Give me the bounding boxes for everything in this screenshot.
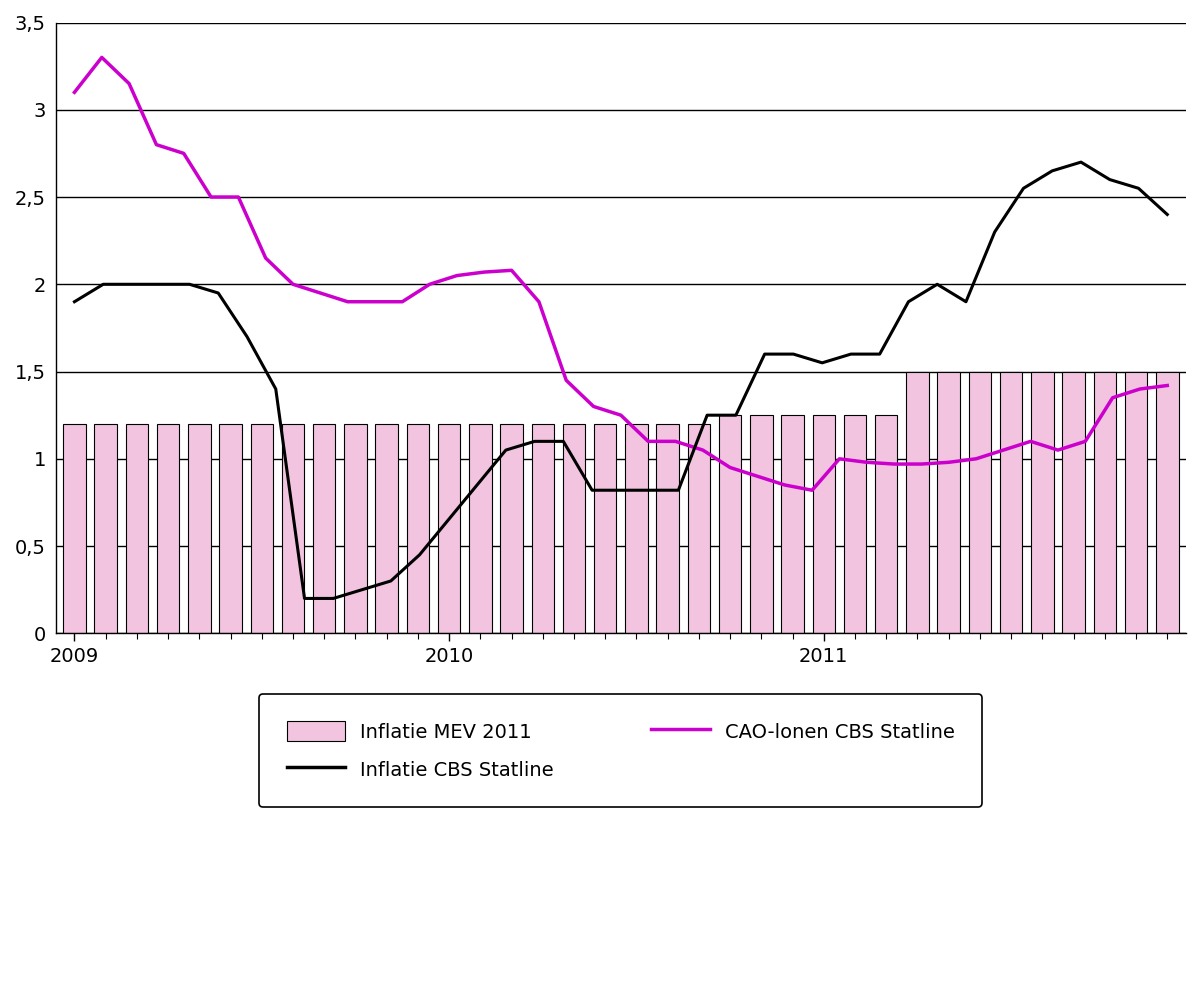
Bar: [470, 424, 491, 634]
Bar: [1157, 372, 1178, 634]
Bar: [126, 424, 148, 634]
Bar: [688, 424, 710, 634]
Bar: [657, 424, 679, 634]
Bar: [376, 424, 398, 634]
Bar: [782, 415, 803, 634]
Bar: [189, 424, 210, 634]
Bar: [594, 424, 616, 634]
Bar: [95, 424, 116, 634]
Bar: [813, 415, 835, 634]
Bar: [345, 424, 366, 634]
Bar: [438, 424, 460, 634]
Bar: [1000, 372, 1022, 634]
Bar: [532, 424, 554, 634]
Bar: [1094, 372, 1116, 634]
Bar: [907, 372, 928, 634]
Bar: [282, 424, 304, 634]
Bar: [251, 424, 273, 634]
Bar: [313, 424, 335, 634]
Bar: [969, 372, 991, 634]
Bar: [157, 424, 179, 634]
Bar: [1125, 372, 1147, 634]
Bar: [751, 415, 772, 634]
Bar: [844, 415, 866, 634]
Bar: [220, 424, 241, 634]
Bar: [626, 424, 647, 634]
Legend: Inflatie MEV 2011, Inflatie CBS Statline, CAO-lonen CBS Statline: Inflatie MEV 2011, Inflatie CBS Statline…: [259, 694, 982, 807]
Bar: [938, 372, 960, 634]
Bar: [1063, 372, 1085, 634]
Bar: [501, 424, 522, 634]
Bar: [1032, 372, 1053, 634]
Bar: [719, 415, 741, 634]
Bar: [64, 424, 85, 634]
Bar: [563, 424, 585, 634]
Bar: [876, 415, 897, 634]
Bar: [407, 424, 429, 634]
